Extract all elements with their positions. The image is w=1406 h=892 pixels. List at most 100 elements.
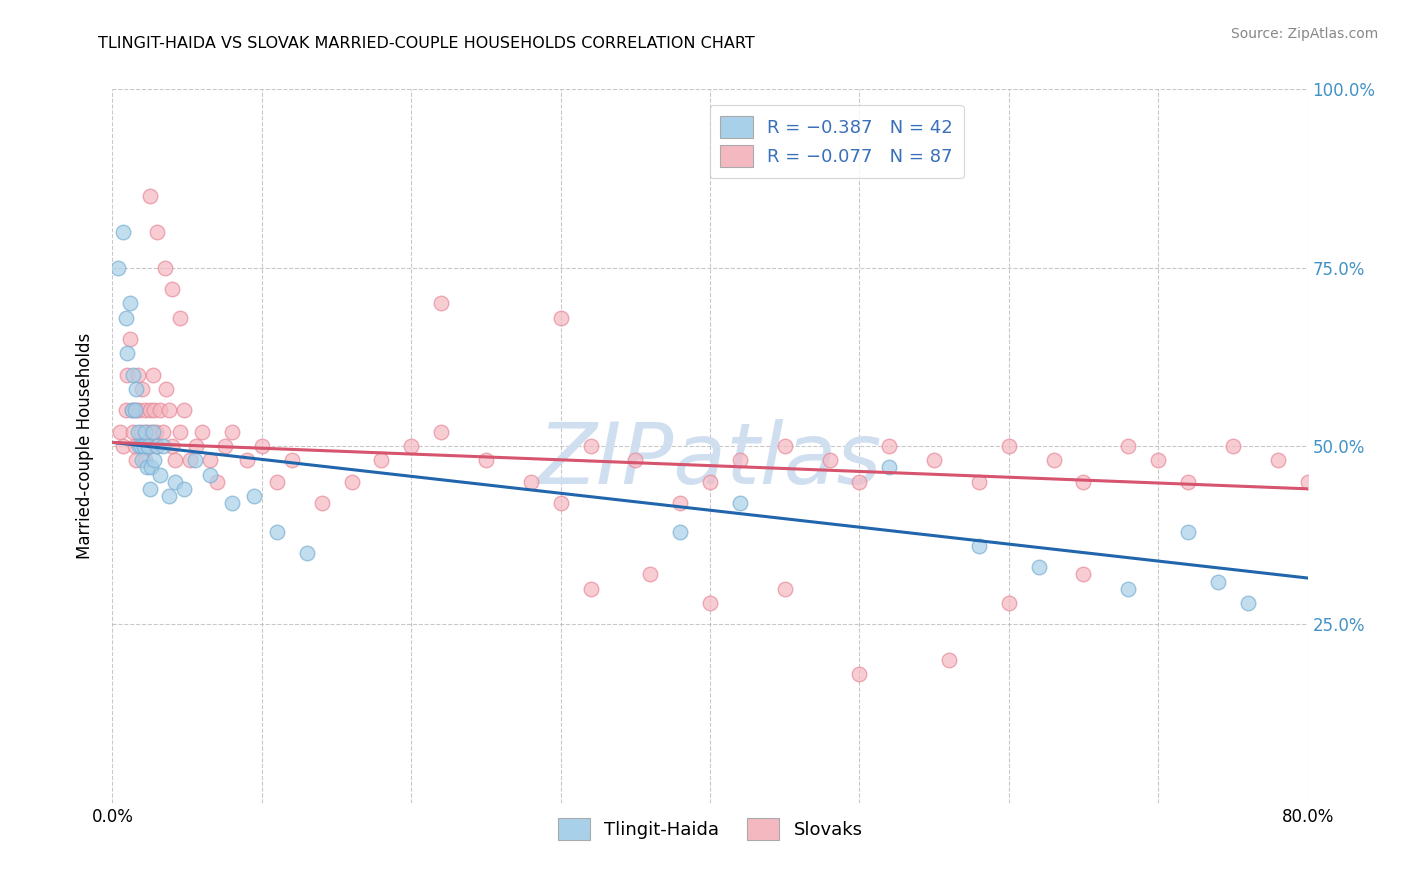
Point xyxy=(879,439,901,453)
Text: ZIPatlas: ZIPatlas xyxy=(538,418,882,502)
Point xyxy=(198,453,221,467)
Point xyxy=(475,453,498,467)
Point xyxy=(107,260,129,275)
Point xyxy=(173,403,195,417)
Point xyxy=(134,453,156,467)
Point xyxy=(138,439,160,453)
Point xyxy=(139,189,162,203)
Point xyxy=(141,425,163,439)
Point xyxy=(967,475,990,489)
Point xyxy=(108,425,131,439)
Point xyxy=(134,403,156,417)
Point xyxy=(401,439,423,453)
Point xyxy=(131,453,153,467)
Point xyxy=(699,596,721,610)
Point xyxy=(669,496,692,510)
Point xyxy=(162,282,183,296)
Point xyxy=(169,425,191,439)
Point xyxy=(139,482,162,496)
Point xyxy=(295,546,318,560)
Point xyxy=(125,453,148,467)
Point xyxy=(624,453,647,467)
Point xyxy=(149,467,172,482)
Point xyxy=(1296,475,1319,489)
Point xyxy=(138,439,160,453)
Point xyxy=(1177,524,1199,539)
Point xyxy=(250,439,273,453)
Point xyxy=(152,425,174,439)
Point xyxy=(142,425,165,439)
Point xyxy=(550,310,572,325)
Point xyxy=(1073,567,1095,582)
Point xyxy=(281,453,304,467)
Point xyxy=(153,260,176,275)
Point xyxy=(669,524,692,539)
Point xyxy=(998,439,1021,453)
Point xyxy=(728,496,751,510)
Point xyxy=(430,425,453,439)
Point xyxy=(1028,560,1050,574)
Point xyxy=(221,496,243,510)
Point xyxy=(879,460,901,475)
Point xyxy=(198,467,221,482)
Point xyxy=(129,439,152,453)
Point xyxy=(640,567,662,582)
Point xyxy=(146,439,169,453)
Point xyxy=(157,403,180,417)
Point xyxy=(121,403,143,417)
Point xyxy=(848,475,870,489)
Point xyxy=(111,225,134,239)
Point xyxy=(165,453,187,467)
Point xyxy=(243,489,266,503)
Point xyxy=(699,475,721,489)
Point xyxy=(115,310,138,325)
Point xyxy=(169,310,191,325)
Point xyxy=(122,425,145,439)
Point xyxy=(132,439,155,453)
Point xyxy=(1267,453,1289,467)
Point xyxy=(111,439,134,453)
Point xyxy=(221,425,243,439)
Point xyxy=(922,453,945,467)
Point xyxy=(124,439,146,453)
Point xyxy=(173,482,195,496)
Point xyxy=(125,382,148,396)
Point xyxy=(131,382,153,396)
Point xyxy=(1222,439,1244,453)
Legend: Tlingit-Haida, Slovaks: Tlingit-Haida, Slovaks xyxy=(550,811,870,847)
Point xyxy=(773,439,796,453)
Point xyxy=(1237,596,1260,610)
Point xyxy=(125,403,148,417)
Point xyxy=(183,453,205,467)
Point xyxy=(129,425,152,439)
Point xyxy=(1118,582,1140,596)
Point xyxy=(236,453,259,467)
Point xyxy=(728,453,751,467)
Point xyxy=(214,439,236,453)
Point xyxy=(142,368,165,382)
Point xyxy=(205,475,228,489)
Point xyxy=(266,475,288,489)
Text: TLINGIT-HAIDA VS SLOVAK MARRIED-COUPLE HOUSEHOLDS CORRELATION CHART: TLINGIT-HAIDA VS SLOVAK MARRIED-COUPLE H… xyxy=(98,36,755,51)
Point xyxy=(430,296,453,310)
Point xyxy=(1206,574,1229,589)
Point xyxy=(157,489,180,503)
Point xyxy=(1118,439,1140,453)
Point xyxy=(120,332,142,346)
Point xyxy=(998,596,1021,610)
Point xyxy=(155,382,177,396)
Point xyxy=(311,496,333,510)
Point xyxy=(1147,453,1170,467)
Point xyxy=(121,403,143,417)
Point xyxy=(149,403,172,417)
Point xyxy=(1177,475,1199,489)
Point xyxy=(340,475,363,489)
Point xyxy=(579,439,602,453)
Point xyxy=(773,582,796,596)
Point xyxy=(266,524,288,539)
Point xyxy=(135,460,157,475)
Point xyxy=(127,368,149,382)
Point xyxy=(146,225,169,239)
Point xyxy=(115,403,138,417)
Point xyxy=(165,475,187,489)
